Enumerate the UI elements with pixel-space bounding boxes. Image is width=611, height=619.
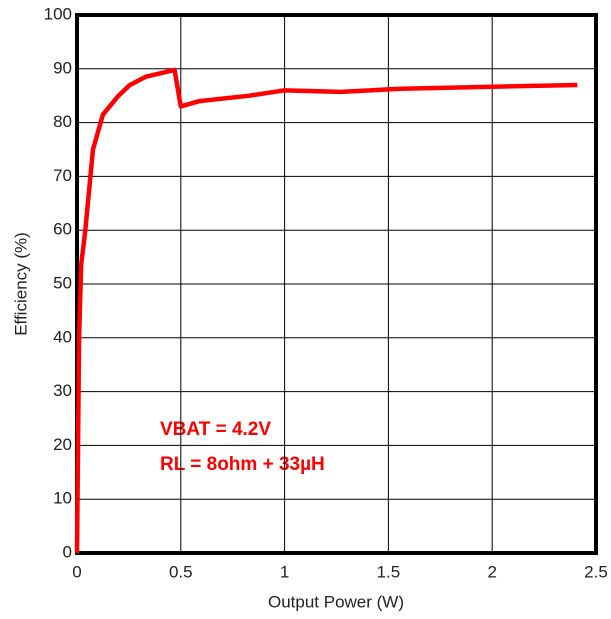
- annotation: RL = 8ohm + 33µH: [160, 454, 325, 475]
- y-tick-label: 0: [63, 542, 72, 561]
- y-tick-label: 10: [53, 489, 72, 508]
- y-tick-label: 20: [53, 435, 72, 454]
- y-tick-label: 100: [44, 4, 72, 23]
- y-tick-label: 60: [53, 220, 72, 239]
- x-tick-label: 1: [280, 562, 289, 581]
- series-line: [74, 67, 578, 554]
- y-axis-title: Efficiency (%): [11, 232, 30, 336]
- y-tick-label: 40: [53, 327, 72, 346]
- x-tick-label: 2: [487, 562, 496, 581]
- x-axis-title: Output Power (W): [268, 592, 404, 611]
- y-tick-label: 80: [53, 112, 72, 131]
- x-tick-label: 0.5: [169, 562, 193, 581]
- y-tick-label: 90: [53, 58, 72, 77]
- x-tick-label: 1.5: [377, 562, 401, 581]
- y-tick-label: 50: [53, 273, 72, 292]
- annotation: VBAT = 4.2V: [160, 419, 271, 440]
- y-tick-label: 30: [53, 381, 72, 400]
- x-tick-label: 2.5: [584, 562, 608, 581]
- y-tick-label: 70: [53, 166, 72, 185]
- x-tick-label: 0: [72, 562, 81, 581]
- plot-frame: [75, 13, 598, 555]
